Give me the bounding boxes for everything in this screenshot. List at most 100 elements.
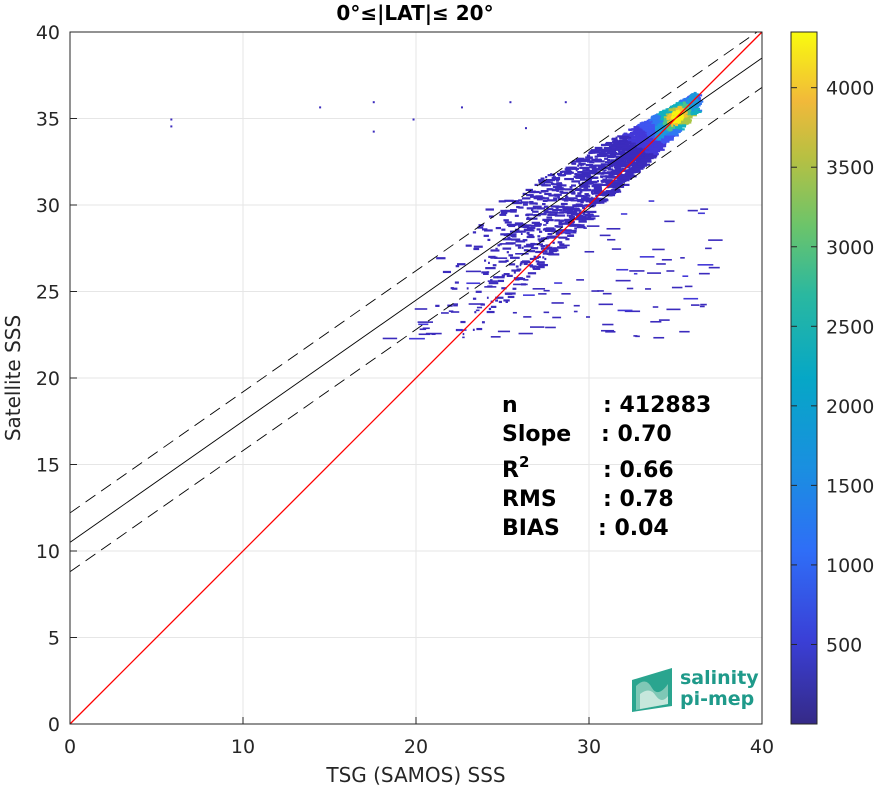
- stat-bias-value: : 0.04: [598, 516, 669, 541]
- heatmap-cell: [414, 308, 428, 310]
- heatmap-cell: [549, 251, 554, 254]
- heatmap-cell: [697, 212, 705, 215]
- heatmap-cell: [517, 246, 522, 249]
- salinity-pi-mep-logo: salinity pi-mep: [632, 667, 759, 712]
- heatmap-cell: [662, 131, 666, 135]
- heatmap-cell: [624, 164, 627, 167]
- heatmap-cell: [571, 162, 577, 165]
- heatmap-cell: [680, 120, 684, 123]
- colorbar: [790, 31, 818, 725]
- heatmap-cell: [512, 201, 522, 205]
- heatmap-cell: [511, 235, 517, 238]
- heatmap-cell: [629, 148, 632, 151]
- heatmap-cell: [611, 248, 622, 250]
- heatmap-cell: [626, 160, 630, 163]
- heatmap-cell: [631, 143, 635, 146]
- heatmap-cell: [614, 188, 621, 191]
- heatmap-cell: [633, 272, 638, 275]
- x-tick-label: 10: [231, 736, 255, 758]
- heatmap-cell: [594, 147, 598, 150]
- heatmap-cell: [607, 159, 611, 162]
- heatmap-cell: [626, 141, 636, 145]
- heatmap-cell: [630, 170, 641, 173]
- heatmap-cell: [583, 227, 587, 229]
- heatmap-cell: [534, 214, 541, 217]
- heatmap-cell: [510, 210, 517, 213]
- heatmap-cell: [568, 214, 574, 217]
- heatmap-cell: [548, 213, 558, 216]
- heatmap-cell: [659, 138, 670, 141]
- heatmap-cell: [501, 274, 506, 277]
- heatmap-cell: [614, 158, 622, 161]
- heatmap-cell: [617, 183, 623, 186]
- heatmap-cell: [634, 156, 644, 159]
- heatmap-cell: [579, 166, 590, 170]
- heatmap-cell: [419, 328, 427, 331]
- heatmap-cell: [484, 229, 493, 232]
- heatmap-cell: [601, 180, 605, 183]
- heatmap-cell: [636, 143, 643, 147]
- heatmap-cell: [561, 170, 573, 173]
- heatmap-cell: [500, 211, 508, 215]
- heatmap-cell: [522, 239, 528, 242]
- heatmap-cell: [504, 199, 514, 202]
- logo-text-pi-mep: pi-mep: [680, 688, 754, 710]
- heatmap-cell: [531, 243, 539, 246]
- heatmap-cell: [651, 120, 658, 123]
- heatmap-cell: [535, 195, 543, 198]
- heatmap-cell: [412, 118, 415, 121]
- heatmap-cell: [644, 153, 647, 156]
- heatmap-cell: [597, 165, 607, 169]
- stat-r2-value: : 0.66: [603, 458, 674, 483]
- heatmap-cell: [501, 210, 508, 213]
- heatmap-cell: [570, 171, 574, 174]
- heatmap-cell: [494, 257, 508, 259]
- heatmap-cell: [600, 143, 610, 147]
- heatmap-cell: [649, 119, 652, 122]
- heatmap-cell: [476, 327, 483, 331]
- heatmap-cell: [582, 213, 594, 216]
- heatmap-cell: [510, 209, 517, 212]
- colorbar-tick-label: 3000: [826, 237, 874, 259]
- heatmap-cell: [661, 135, 665, 139]
- heatmap-cell: [669, 133, 677, 136]
- heatmap-cell: [546, 235, 557, 239]
- heatmap-cell: [587, 215, 592, 218]
- heatmap-cell: [553, 247, 565, 249]
- heatmap-cell: [678, 104, 682, 108]
- heatmap-cell: [583, 186, 589, 189]
- heatmap-cell: [538, 179, 542, 182]
- heatmap-cell: [504, 221, 512, 224]
- heatmap-cell: [611, 163, 617, 166]
- heatmap-cell: [670, 117, 674, 121]
- heatmap-cell: [647, 272, 662, 274]
- heatmap-cell: [684, 111, 688, 115]
- heatmap-cell: [527, 272, 537, 275]
- heatmap-cell: [631, 140, 638, 143]
- heatmap-cell: [589, 176, 597, 179]
- heatmap-cell: [422, 327, 430, 330]
- heatmap-cell: [448, 310, 454, 312]
- heatmap-cell: [460, 106, 463, 109]
- y-tick-label: 40: [36, 22, 60, 44]
- heatmap-cell: [677, 106, 681, 110]
- heatmap-cell: [487, 280, 498, 282]
- heatmap-cell: [569, 191, 576, 194]
- colorbar-tick-label: 1000: [826, 555, 874, 577]
- heatmap-cell: [676, 123, 687, 127]
- heatmap-cell: [612, 155, 620, 158]
- heatmap-cell: [690, 304, 700, 306]
- heatmap-cell: [609, 160, 614, 164]
- heatmap-cell: [508, 224, 516, 228]
- heatmap-cell: [544, 209, 549, 213]
- heatmap-cell: [507, 295, 515, 299]
- heatmap-cell: [550, 219, 554, 222]
- heatmap-cell: [665, 135, 673, 138]
- heatmap-cell: [559, 243, 565, 246]
- heatmap-cell: [594, 192, 598, 195]
- heatmap-cell: [640, 141, 646, 144]
- heatmap-cell: [545, 227, 555, 230]
- heatmap-cell: [662, 111, 665, 114]
- heatmap-cell: [638, 129, 648, 132]
- heatmap-cell: [685, 114, 691, 117]
